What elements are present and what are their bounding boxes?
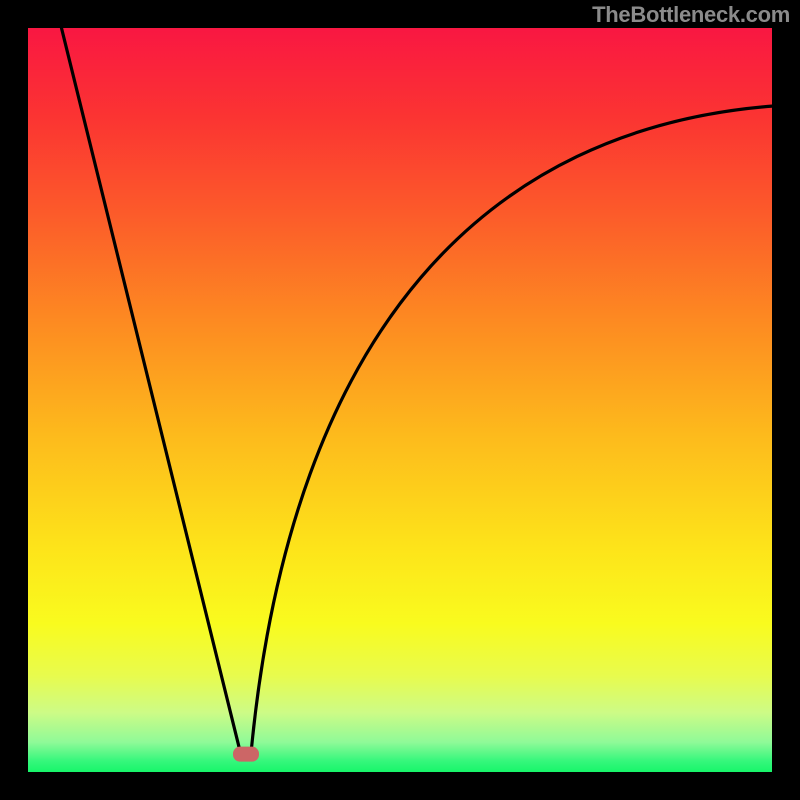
plot-svg	[28, 28, 772, 772]
plot-area	[28, 28, 772, 772]
chart-container: TheBottleneck.com	[0, 0, 800, 800]
optimum-marker	[233, 747, 259, 762]
watermark-text: TheBottleneck.com	[592, 2, 790, 28]
gradient-background	[28, 28, 772, 772]
